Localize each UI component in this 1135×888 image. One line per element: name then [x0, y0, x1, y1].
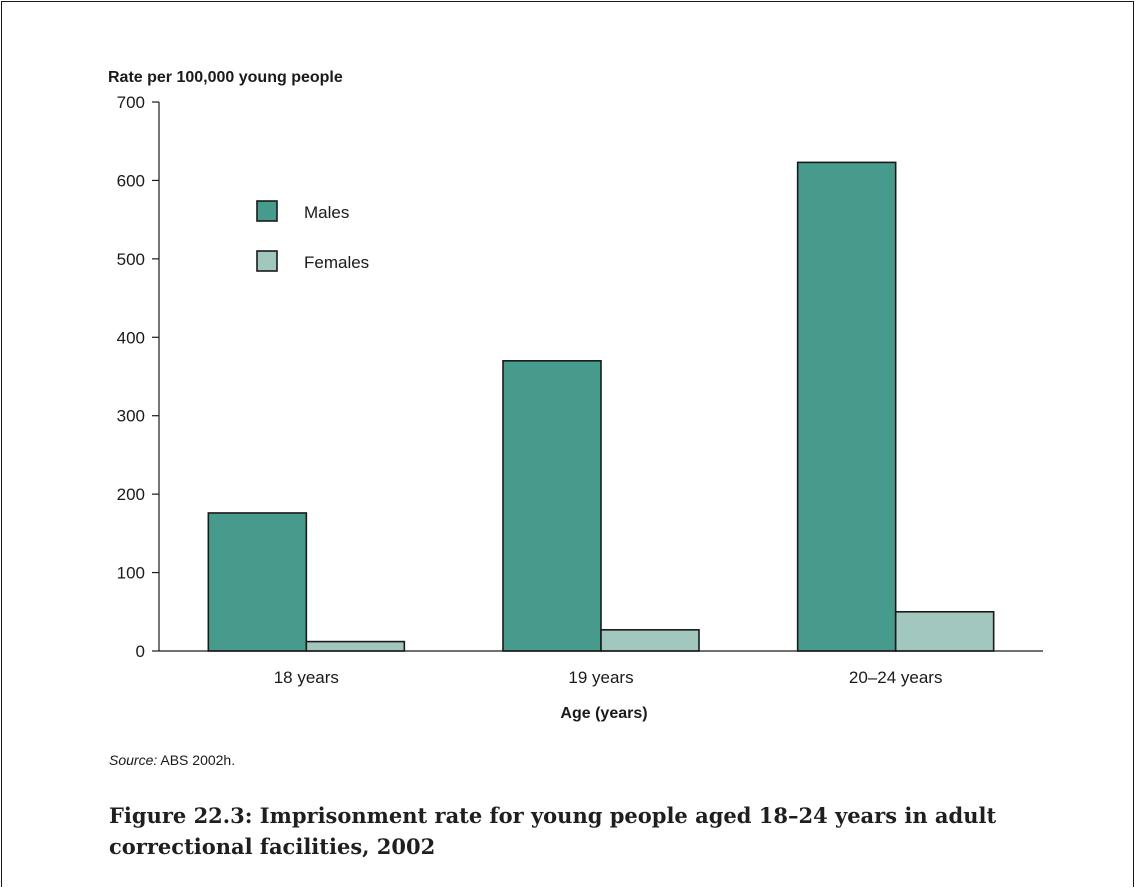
y-tick-label: 100 [117, 564, 145, 583]
bar-chart: Rate per 100,000 young people 0 100 200 300… [108, 69, 1043, 722]
source-label: Source: [109, 752, 158, 768]
bar-males-1 [502, 360, 602, 652]
bar-females-1 [600, 629, 700, 652]
bar-males-2 [796, 161, 897, 652]
bar-females-0 [305, 640, 406, 652]
bar-group [207, 161, 995, 652]
bar-males-0 [207, 512, 308, 652]
x-tick-label: 20–24 years [849, 668, 943, 687]
legend-swatch-females [256, 250, 278, 272]
y-tick-label: 500 [117, 250, 145, 269]
y-tick-label: 300 [117, 407, 145, 426]
legend-label-females: Females [304, 253, 369, 272]
x-tick-label: 18 years [274, 668, 339, 687]
y-axis-label: Rate per 100,000 young people [108, 69, 343, 86]
y-tick-label: 400 [117, 328, 145, 347]
y-axis: 0 100 200 300 400 500 600 700 [117, 93, 160, 661]
source-note: Source: ABS 2002h. [109, 752, 235, 768]
bar-females-2 [894, 610, 995, 652]
y-tick-label: 200 [117, 485, 145, 504]
y-tick-label: 700 [117, 93, 145, 112]
x-axis-label: Age (years) [560, 705, 647, 722]
y-tick-label: 0 [136, 642, 145, 661]
legend-swatch-males [256, 200, 278, 222]
x-tick-label: 19 years [568, 668, 633, 687]
source-text: ABS 2002h. [160, 752, 236, 768]
x-axis: 18 years 19 years 20–24 years [159, 650, 1043, 687]
y-tick-label: 600 [117, 171, 145, 190]
figure-caption: Figure 22.3: Imprisonment rate for young… [109, 803, 997, 859]
legend-label-males: Males [304, 203, 349, 222]
legend: Males Females [256, 200, 369, 272]
